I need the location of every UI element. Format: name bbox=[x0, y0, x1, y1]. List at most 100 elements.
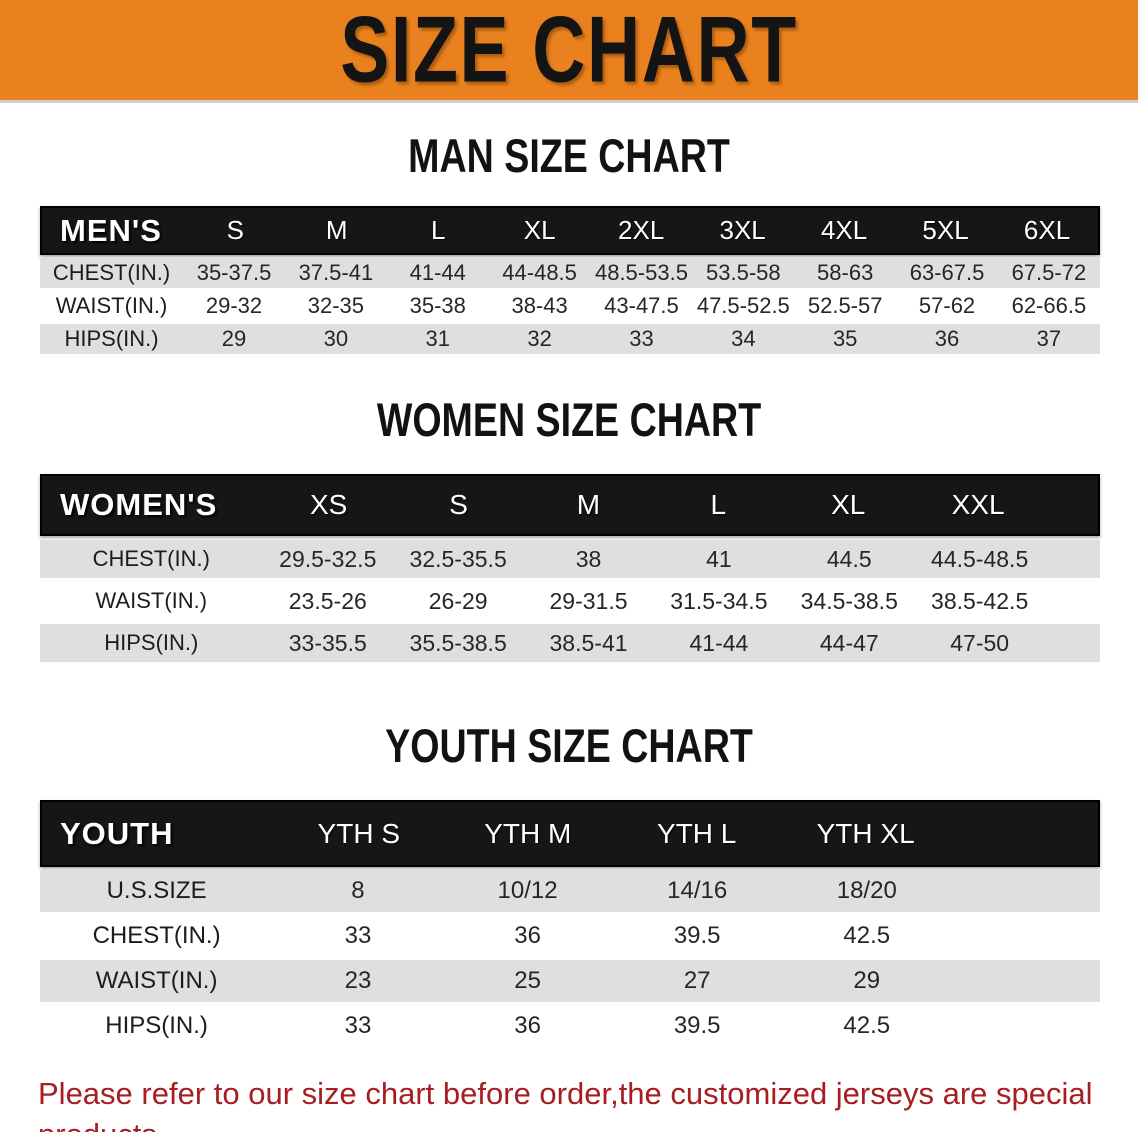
mens-col-xl: XL bbox=[523, 215, 556, 245]
youth-col-m: YTH M bbox=[484, 817, 572, 849]
mens-col-2xl: 2XL bbox=[618, 215, 665, 245]
row-label: HIPS(IN.) bbox=[105, 1012, 208, 1039]
table-cell: 29 bbox=[853, 967, 881, 994]
table-cell: 10/12 bbox=[497, 877, 558, 904]
table-cell: 44.5-48.5 bbox=[931, 545, 1029, 572]
row-label: WAIST(IN.) bbox=[95, 588, 208, 613]
man-section-heading: MAN SIZE CHART bbox=[408, 129, 730, 182]
table-cell: 34 bbox=[731, 326, 756, 351]
table-cell: 29-31.5 bbox=[549, 587, 628, 614]
womens-chest-row: CHEST(IN.) 29.5-32.5 32.5-35.5 38 41 44.… bbox=[40, 540, 1100, 578]
youth-hips-row: HIPS(IN.) 33 36 39.5 42.5 bbox=[40, 1005, 1100, 1047]
table-cell: 43-47.5 bbox=[604, 293, 679, 318]
mens-size-table: MEN'S S M L XL 2XL 3XL 4XL 5XL 6XL CHEST… bbox=[40, 206, 1100, 354]
row-label: CHEST(IN.) bbox=[52, 260, 171, 285]
table-cell: 36 bbox=[514, 1012, 541, 1039]
womens-col-s: S bbox=[449, 489, 468, 520]
mens-table-header-row: MEN'S S M L XL 2XL 3XL 4XL 5XL 6XL bbox=[40, 206, 1100, 255]
disclaimer-line-1: Please refer to our size chart before or… bbox=[38, 1076, 1093, 1132]
womens-col-xl: XL bbox=[831, 489, 866, 520]
table-cell: 48.5-53.5 bbox=[594, 260, 688, 285]
womens-col-xs: XS bbox=[310, 489, 348, 520]
table-cell: 41-44 bbox=[409, 260, 466, 285]
womens-hips-row: HIPS(IN.) 33-35.5 35.5-38.5 38.5-41 41-4… bbox=[40, 624, 1100, 662]
table-cell: 27 bbox=[683, 967, 711, 994]
table-cell: 33 bbox=[344, 922, 372, 949]
table-cell: 18/20 bbox=[836, 877, 897, 904]
table-cell: 26-29 bbox=[428, 587, 488, 614]
table-cell: 31 bbox=[425, 326, 450, 351]
table-cell: 29.5-32.5 bbox=[279, 545, 377, 572]
table-cell: 44-47 bbox=[819, 629, 879, 656]
table-cell: 63-67.5 bbox=[909, 260, 985, 285]
table-cell: 57-62 bbox=[918, 293, 976, 318]
table-cell: 36 bbox=[514, 922, 541, 949]
table-cell: 38.5-41 bbox=[549, 629, 628, 656]
table-cell: 32 bbox=[527, 326, 552, 351]
table-cell: 36 bbox=[934, 326, 960, 351]
womens-waist-row: WAIST(IN.) 23.5-26 26-29 29-31.5 31.5-34… bbox=[40, 582, 1100, 620]
mens-col-s: S bbox=[226, 215, 244, 245]
table-cell: 44-48.5 bbox=[502, 260, 577, 285]
table-cell: 42.5 bbox=[843, 1012, 891, 1039]
table-cell: 39.5 bbox=[673, 1012, 721, 1039]
youth-table-header-row: YOUTH YTH S YTH M YTH L YTH XL bbox=[40, 800, 1100, 867]
youth-col-xl: YTH XL bbox=[816, 817, 915, 849]
youth-table-title: YOUTH bbox=[60, 815, 174, 851]
row-label: WAIST(IN.) bbox=[55, 293, 168, 318]
mens-col-6xl: 6XL bbox=[1023, 215, 1071, 245]
table-cell: 47-50 bbox=[950, 629, 1010, 656]
table-cell: 23 bbox=[344, 967, 372, 994]
womens-table-header-row: WOMEN'S XS S M L XL XXL bbox=[40, 474, 1100, 536]
table-cell: 30 bbox=[323, 326, 349, 351]
table-cell: 37.5-41 bbox=[298, 260, 374, 285]
table-cell: 47.5-52.5 bbox=[696, 293, 790, 318]
row-label: HIPS(IN.) bbox=[104, 630, 199, 655]
womens-col-xxl: XXL bbox=[951, 489, 1005, 520]
youth-size-table: YOUTH YTH S YTH M YTH L YTH XL U.S.SIZE … bbox=[40, 800, 1100, 1047]
disclaimer-text: Please refer to our size chart before or… bbox=[38, 1073, 1118, 1132]
womens-size-table: WOMEN'S XS S M L XL XXL CHEST(IN.) 29.5-… bbox=[40, 474, 1100, 662]
youth-waist-row: WAIST(IN.) 23 25 27 29 bbox=[40, 960, 1100, 1002]
row-label: U.S.SIZE bbox=[106, 877, 207, 904]
table-cell: 67.5-72 bbox=[1011, 260, 1087, 285]
row-label: HIPS(IN.) bbox=[64, 326, 159, 351]
youth-col-s: YTH S bbox=[317, 817, 401, 849]
womens-col-m: M bbox=[576, 489, 601, 520]
table-cell: 38 bbox=[575, 545, 602, 572]
table-cell: 58-63 bbox=[817, 260, 874, 285]
mens-col-l: L bbox=[430, 215, 446, 245]
table-cell: 42.5 bbox=[843, 922, 891, 949]
table-cell: 25 bbox=[514, 967, 541, 994]
table-cell: 41 bbox=[706, 545, 732, 572]
table-cell: 37 bbox=[1036, 326, 1062, 351]
table-cell: 33 bbox=[344, 1012, 372, 1039]
mens-hips-row: HIPS(IN.) 29 30 31 32 33 34 35 36 37 bbox=[40, 324, 1100, 354]
table-cell: 33 bbox=[629, 326, 654, 351]
table-cell: 23.5-26 bbox=[288, 587, 367, 614]
row-label: CHEST(IN.) bbox=[92, 922, 221, 949]
table-cell: 29-32 bbox=[205, 293, 263, 318]
mens-col-3xl: 3XL bbox=[719, 215, 766, 245]
table-cell: 31.5-34.5 bbox=[670, 587, 768, 614]
table-cell: 35.5-38.5 bbox=[409, 629, 507, 656]
mens-col-5xl: 5XL bbox=[922, 215, 969, 245]
youth-ussize-row: U.S.SIZE 8 10/12 14/16 18/20 bbox=[40, 870, 1100, 912]
table-cell: 32-35 bbox=[307, 293, 365, 318]
mens-table-title: MEN'S bbox=[60, 212, 162, 248]
table-cell: 52.5-57 bbox=[807, 293, 883, 318]
table-cell: 62-66.5 bbox=[1011, 293, 1087, 318]
mens-waist-row: WAIST(IN.) 29-32 32-35 35-38 38-43 43-47… bbox=[40, 291, 1100, 321]
size-chart-banner: SIZE CHART bbox=[0, 0, 1138, 103]
youth-col-l: YTH L bbox=[657, 817, 737, 849]
table-cell: 38-43 bbox=[511, 293, 568, 318]
youth-section-heading: YOUTH SIZE CHART bbox=[385, 719, 753, 772]
table-cell: 8 bbox=[351, 877, 365, 904]
table-cell: 34.5-38.5 bbox=[800, 587, 898, 614]
mens-chest-row: CHEST(IN.) 35-37.5 37.5-41 41-44 44-48.5… bbox=[40, 258, 1100, 288]
table-cell: 41-44 bbox=[689, 629, 749, 656]
table-cell: 53.5-58 bbox=[706, 260, 781, 285]
womens-table-title: WOMEN'S bbox=[60, 487, 218, 522]
table-cell: 33-35.5 bbox=[288, 629, 367, 656]
youth-chest-row: CHEST(IN.) 33 36 39.5 42.5 bbox=[40, 915, 1100, 957]
